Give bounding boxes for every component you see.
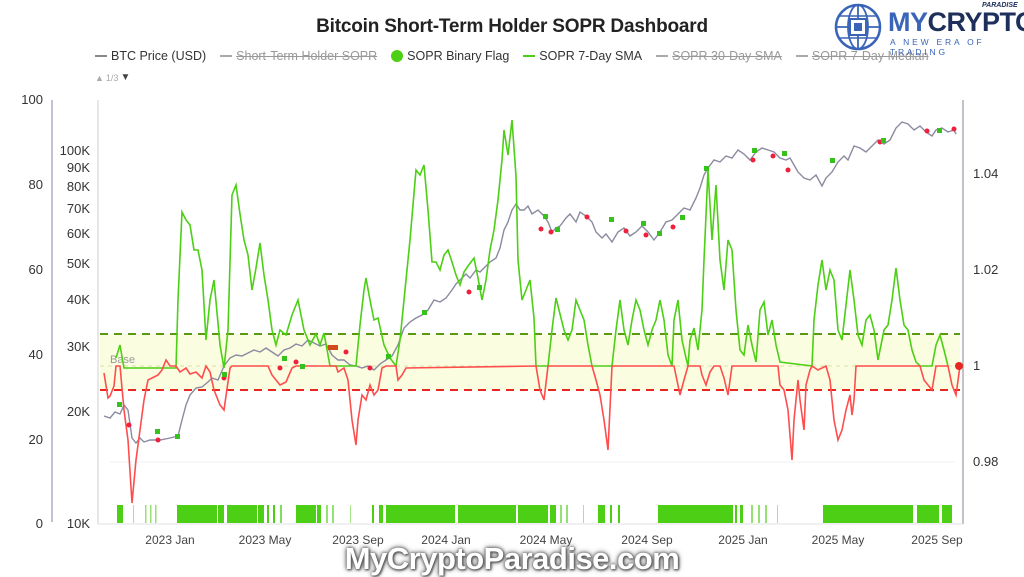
watermark: MyCryptoParadise.com (0, 541, 1024, 577)
sopr-sma-line-above (116, 120, 948, 368)
binary-flag-bars (117, 505, 952, 523)
neutral-band (100, 334, 960, 390)
latest-sopr-marker (955, 362, 963, 370)
signal-markers (117, 127, 963, 443)
